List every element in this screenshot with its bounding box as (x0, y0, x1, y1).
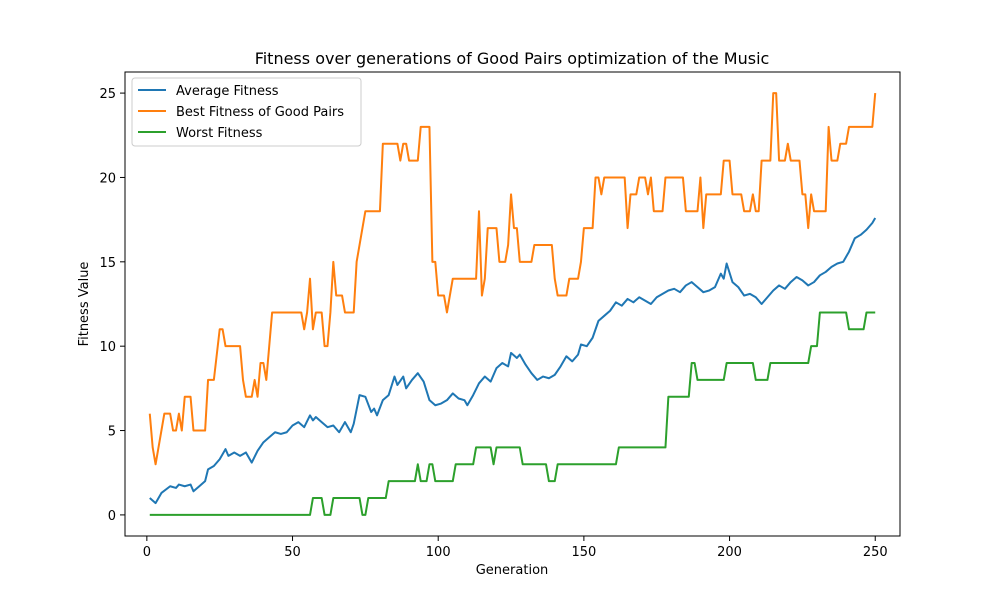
x-tick-label-4: 200 (717, 545, 742, 560)
plot-area (148, 92, 877, 516)
y-tick-label-1: 5 (108, 425, 116, 440)
series-line-1 (148, 92, 877, 466)
legend-box (131, 77, 362, 147)
legend-label-2: Worst Fitness (176, 126, 263, 141)
legend-label-1: Best Fitness of Good Pairs (176, 105, 344, 120)
y-tick-label-4: 20 (99, 171, 116, 186)
y-axis-label: Fitness Value (77, 262, 92, 347)
y-tick-label-5: 25 (99, 87, 116, 102)
legend-label-0: Average Fitness (176, 84, 279, 99)
x-axis-label: Generation (476, 563, 549, 578)
y-tick-label-3: 15 (99, 256, 116, 271)
x-tick-label-2: 100 (426, 545, 451, 560)
y-tick-label-2: 10 (99, 340, 116, 355)
chart-title: Fitness over generations of Good Pairs o… (255, 49, 770, 68)
x-tick-label-1: 50 (284, 545, 301, 560)
series-line-2 (149, 311, 876, 516)
legend: Average Fitness Best Fitness of Good Pair… (131, 77, 362, 147)
y-axis: 0 5 10 15 20 25 (99, 87, 125, 524)
plot-frame (124, 71, 901, 537)
y-tick-label-0: 0 (108, 509, 116, 524)
x-tick-label-3: 150 (571, 545, 596, 560)
series-line-0 (149, 217, 877, 505)
x-axis: 0 50 100 150 200 250 (143, 536, 888, 560)
x-tick-label-0: 0 (143, 545, 151, 560)
x-tick-label-5: 250 (863, 545, 888, 560)
